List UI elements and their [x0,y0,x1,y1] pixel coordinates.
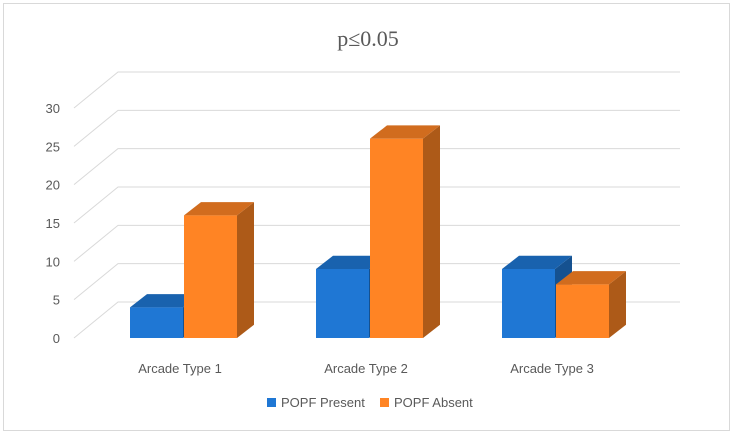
y-tick-label: 0 [53,331,60,346]
bars [130,125,626,338]
x-tick-label: Arcade Type 1 [138,361,222,376]
bar-side [237,202,254,338]
x-tick-label: Arcade Type 3 [510,361,594,376]
gridline [73,148,680,186]
legend-item: POPF Absent [380,395,473,410]
bar-front [502,269,555,338]
x-axis: Arcade Type 1 Arcade Type 2 Arcade Type 3 [138,361,594,376]
legend-item: POPF Present [267,395,365,410]
gridline [73,186,680,224]
y-tick-label: 5 [53,293,60,308]
bar-side [609,271,626,338]
chart-frame: p≤0.05 0 5 10 15 20 25 30 Arcade Type 1 Arcade … [3,3,730,431]
bar-top [184,202,254,216]
gridline [73,263,680,301]
legend-swatch [380,398,389,407]
grid [73,71,680,339]
gridline [73,109,680,147]
bar-front [556,284,609,338]
bar-front [130,307,183,338]
bar-side [423,125,440,338]
bar [184,202,254,338]
gridline [73,224,680,262]
legend: POPF Present POPF Absent [267,395,473,410]
bar-top [556,271,626,285]
gridline [73,71,680,109]
y-axis: 0 5 10 15 20 25 30 [46,101,60,346]
y-tick-label: 15 [46,216,60,231]
bar-front [184,215,237,338]
y-tick-label: 20 [46,178,60,193]
bar-front [316,269,369,338]
chart-title: p≤0.05 [337,26,399,51]
bar [556,271,626,338]
bar-top [316,255,386,269]
x-tick-label: Arcade Type 2 [324,361,408,376]
bar-top [502,255,572,269]
legend-label: POPF Present [281,395,365,410]
bar-front [370,138,423,338]
legend-swatch [267,398,276,407]
legend-label: POPF Absent [394,395,473,410]
y-tick-label: 10 [46,254,60,269]
bar [370,125,440,338]
y-tick-label: 25 [46,139,60,154]
y-tick-label: 30 [46,101,60,116]
gridline [73,301,680,339]
bar-top [370,125,440,139]
bar-top [130,294,200,308]
